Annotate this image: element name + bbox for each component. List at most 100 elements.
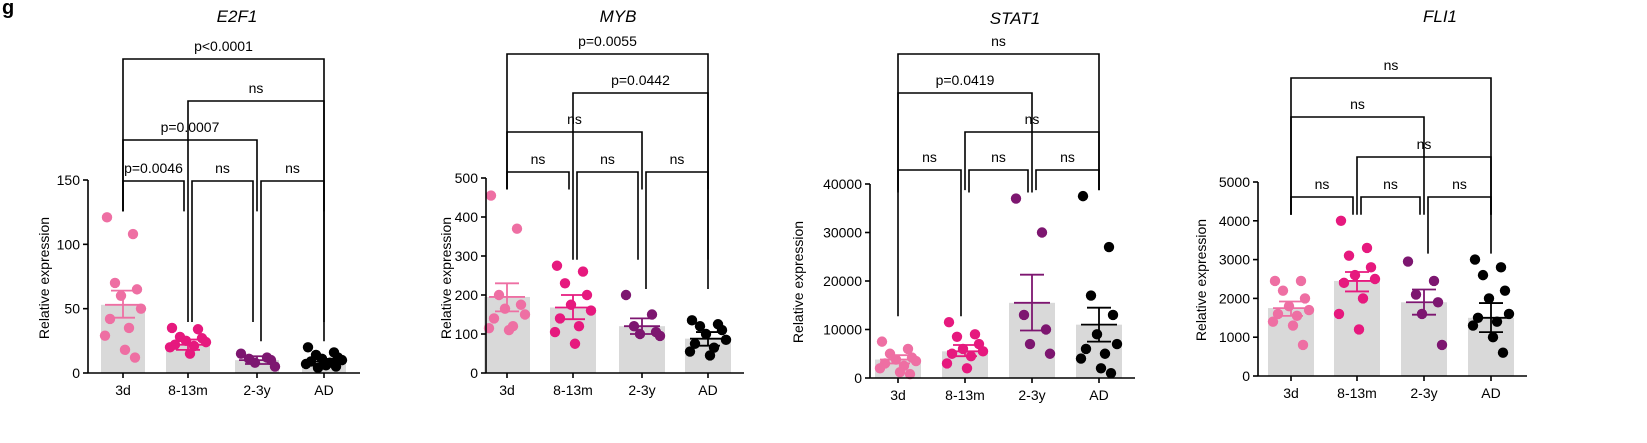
x-tick-label: AD bbox=[698, 382, 717, 398]
data-point bbox=[192, 324, 204, 335]
x-tick-label: AD bbox=[1089, 387, 1108, 403]
data-point bbox=[1077, 190, 1089, 202]
data-point bbox=[109, 277, 121, 289]
significance-bracket bbox=[1427, 196, 1492, 254]
y-tick-label: 20000 bbox=[823, 273, 862, 289]
data-point bbox=[1361, 242, 1373, 254]
y-tick-label: 500 bbox=[455, 170, 479, 186]
x-tick-label: 8-13m bbox=[1337, 385, 1377, 401]
y-tick-label: 0 bbox=[72, 365, 80, 381]
data-point bbox=[1365, 262, 1377, 273]
data-point bbox=[951, 331, 963, 342]
data-point bbox=[1010, 193, 1022, 204]
significance-label: p=0.0055 bbox=[578, 33, 637, 49]
significance-label: ns bbox=[1350, 96, 1365, 112]
data-point bbox=[511, 223, 523, 234]
significance-bracket bbox=[645, 171, 709, 289]
data-point bbox=[573, 321, 585, 332]
significance-bracket bbox=[1035, 169, 1100, 191]
data-point bbox=[127, 228, 139, 240]
significance-bracket bbox=[506, 131, 643, 190]
chart-panel-stat1: STAT1 Relative expression 0 10000 20000 300… bbox=[790, 9, 1135, 403]
data-point bbox=[910, 355, 922, 367]
x-tick-label: 8-13m bbox=[945, 387, 985, 403]
data-point bbox=[1103, 241, 1115, 253]
data-point bbox=[874, 363, 886, 374]
significance-label: ns bbox=[1060, 149, 1075, 165]
y-tick-label: 400 bbox=[455, 209, 479, 225]
y-tick-label: 100 bbox=[57, 236, 81, 252]
data-point bbox=[1428, 275, 1440, 287]
y-tick-label: 3000 bbox=[1219, 252, 1250, 268]
data-point bbox=[581, 289, 593, 301]
significance-bracket bbox=[191, 180, 254, 322]
y-axis-label: Relative expression bbox=[36, 217, 52, 339]
data-point bbox=[1410, 289, 1422, 300]
data-point bbox=[1297, 339, 1309, 351]
x-tick-label: AD bbox=[1481, 385, 1500, 401]
x-tick-label: 3d bbox=[1283, 385, 1299, 401]
y-tick-label: 1000 bbox=[1219, 329, 1250, 345]
data-point bbox=[904, 368, 916, 380]
significance-bracket bbox=[260, 180, 325, 342]
y-tick-label: 5000 bbox=[1219, 174, 1250, 190]
significance-bracket bbox=[1290, 77, 1492, 215]
x-tick-label: 3d bbox=[499, 382, 515, 398]
data-point bbox=[1111, 338, 1123, 350]
data-point bbox=[115, 290, 127, 301]
y-tick-label: 0 bbox=[1242, 368, 1250, 384]
data-point bbox=[1107, 309, 1119, 321]
data-point bbox=[99, 330, 111, 341]
data-point bbox=[1287, 320, 1299, 331]
data-point bbox=[1487, 332, 1499, 343]
data-point bbox=[330, 361, 342, 372]
significance-bracket bbox=[122, 139, 258, 212]
chart-panel-myb: MYB Relative expression 0 100 200 300 400 500… bbox=[438, 7, 744, 398]
data-point bbox=[1469, 254, 1481, 265]
data-point bbox=[101, 212, 113, 223]
data-point bbox=[569, 338, 581, 349]
y-axis-label: Relative expression bbox=[790, 221, 806, 343]
significance-bracket bbox=[122, 180, 185, 212]
data-point bbox=[123, 322, 135, 334]
data-point bbox=[188, 340, 200, 352]
data-point bbox=[943, 317, 955, 328]
significance-label: ns bbox=[991, 33, 1006, 49]
y-tick-label: 0 bbox=[854, 370, 862, 386]
data-point bbox=[1497, 347, 1509, 358]
significance-label: ns bbox=[922, 149, 937, 165]
data-point bbox=[200, 336, 212, 348]
significance-label: p=0.0007 bbox=[161, 119, 220, 135]
data-point bbox=[302, 342, 314, 353]
data-point bbox=[488, 313, 500, 324]
x-tick-label: 8-13m bbox=[553, 382, 593, 398]
data-point bbox=[485, 190, 497, 201]
significance-label: ns bbox=[531, 151, 546, 167]
data-point bbox=[1024, 338, 1036, 350]
significance-label: p=0.0419 bbox=[936, 72, 995, 88]
data-point bbox=[941, 358, 953, 369]
data-point bbox=[1483, 293, 1495, 304]
data-point bbox=[1044, 348, 1056, 359]
significance-bracket bbox=[1290, 116, 1425, 215]
significance-label: ns bbox=[249, 80, 264, 96]
data-point bbox=[499, 303, 511, 314]
significance-bracket bbox=[506, 53, 709, 190]
significance-bracket bbox=[576, 171, 639, 260]
data-point bbox=[1499, 285, 1511, 296]
significance-bracket bbox=[1356, 156, 1492, 215]
data-point bbox=[1295, 275, 1307, 287]
data-point bbox=[694, 321, 706, 332]
chart-panel-e2f1: E2F1 Relative expression 0 50 100 150 3d 8-13… bbox=[36, 7, 360, 398]
data-point bbox=[135, 303, 147, 314]
x-tick-label: 2-3y bbox=[243, 382, 270, 398]
data-point bbox=[1018, 309, 1030, 321]
data-point bbox=[559, 278, 571, 289]
y-tick-label: 2000 bbox=[1219, 290, 1250, 306]
data-point bbox=[312, 362, 324, 374]
x-tick-label: 2-3y bbox=[1410, 385, 1437, 401]
data-point bbox=[1105, 367, 1117, 379]
data-point bbox=[1402, 256, 1414, 267]
y-tick-label: 0 bbox=[470, 365, 478, 381]
data-point bbox=[1080, 343, 1092, 355]
